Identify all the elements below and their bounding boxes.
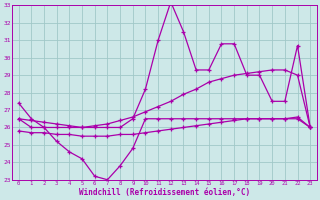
X-axis label: Windchill (Refroidissement éolien,°C): Windchill (Refroidissement éolien,°C) (79, 188, 250, 197)
